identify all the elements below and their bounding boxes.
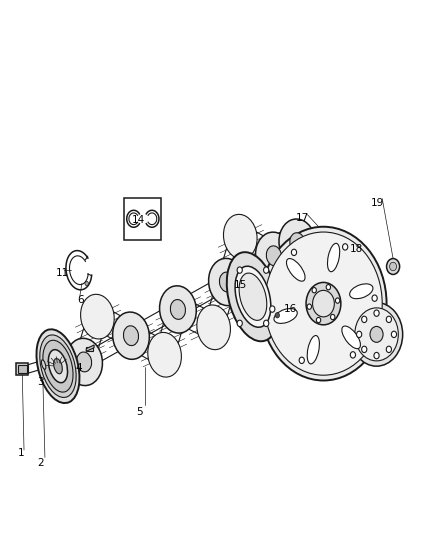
Circle shape	[355, 308, 398, 361]
Circle shape	[370, 326, 383, 342]
Circle shape	[237, 267, 242, 273]
Text: 19: 19	[371, 198, 385, 208]
Ellipse shape	[81, 294, 114, 339]
Ellipse shape	[42, 360, 46, 369]
Ellipse shape	[290, 233, 305, 253]
Ellipse shape	[239, 273, 267, 320]
Text: 5: 5	[137, 407, 143, 417]
Circle shape	[350, 303, 403, 366]
Circle shape	[343, 244, 348, 250]
Text: 17: 17	[296, 213, 309, 223]
Ellipse shape	[40, 335, 76, 398]
Polygon shape	[77, 220, 304, 384]
Ellipse shape	[208, 259, 245, 305]
Ellipse shape	[255, 232, 292, 279]
Circle shape	[275, 313, 279, 318]
Circle shape	[357, 331, 362, 337]
Text: 6: 6	[78, 295, 84, 305]
Circle shape	[265, 232, 382, 375]
Ellipse shape	[342, 326, 360, 349]
Circle shape	[326, 285, 331, 290]
Ellipse shape	[77, 352, 92, 372]
Ellipse shape	[66, 338, 102, 385]
Bar	[18, 365, 27, 373]
Circle shape	[85, 281, 88, 286]
Ellipse shape	[53, 359, 62, 374]
Circle shape	[372, 295, 377, 301]
Ellipse shape	[36, 329, 79, 403]
Bar	[124, 198, 161, 240]
Text: 18: 18	[350, 244, 363, 254]
Circle shape	[331, 314, 335, 320]
Ellipse shape	[274, 309, 297, 324]
Circle shape	[264, 267, 269, 273]
Ellipse shape	[307, 335, 319, 364]
Circle shape	[386, 316, 392, 322]
Text: 2: 2	[38, 458, 44, 467]
Text: 4: 4	[75, 364, 82, 373]
Circle shape	[336, 298, 340, 303]
Circle shape	[307, 304, 311, 309]
Text: 16: 16	[283, 304, 297, 314]
Circle shape	[391, 331, 396, 337]
Circle shape	[374, 310, 379, 317]
Circle shape	[264, 320, 269, 327]
Circle shape	[299, 357, 304, 364]
Circle shape	[316, 318, 321, 322]
Circle shape	[313, 290, 334, 317]
Ellipse shape	[170, 300, 185, 319]
Circle shape	[312, 288, 316, 293]
Circle shape	[387, 259, 399, 274]
Polygon shape	[86, 345, 94, 351]
Bar	[16, 363, 28, 375]
Bar	[86, 347, 93, 351]
Circle shape	[362, 316, 367, 322]
Circle shape	[306, 282, 341, 325]
Ellipse shape	[43, 340, 73, 392]
Ellipse shape	[266, 246, 282, 265]
Circle shape	[374, 352, 379, 359]
Ellipse shape	[227, 252, 279, 341]
Ellipse shape	[328, 244, 340, 272]
Ellipse shape	[350, 284, 373, 298]
Ellipse shape	[235, 266, 271, 327]
Text: 11: 11	[56, 269, 69, 278]
Ellipse shape	[279, 219, 316, 266]
Ellipse shape	[48, 350, 67, 383]
Text: 1: 1	[18, 448, 25, 458]
Ellipse shape	[148, 333, 181, 377]
Circle shape	[237, 320, 242, 327]
Circle shape	[260, 227, 387, 381]
Ellipse shape	[286, 259, 305, 281]
Circle shape	[270, 306, 275, 312]
Circle shape	[350, 352, 356, 358]
Text: 14: 14	[132, 215, 145, 225]
Ellipse shape	[219, 272, 234, 292]
Text: 15: 15	[234, 279, 247, 289]
Circle shape	[390, 262, 396, 271]
Ellipse shape	[159, 286, 196, 333]
Circle shape	[291, 249, 297, 255]
Text: 3: 3	[37, 377, 44, 387]
Circle shape	[386, 346, 392, 352]
Ellipse shape	[197, 305, 230, 350]
Ellipse shape	[223, 214, 257, 259]
Ellipse shape	[113, 312, 149, 359]
Ellipse shape	[124, 326, 138, 345]
Circle shape	[362, 346, 367, 352]
